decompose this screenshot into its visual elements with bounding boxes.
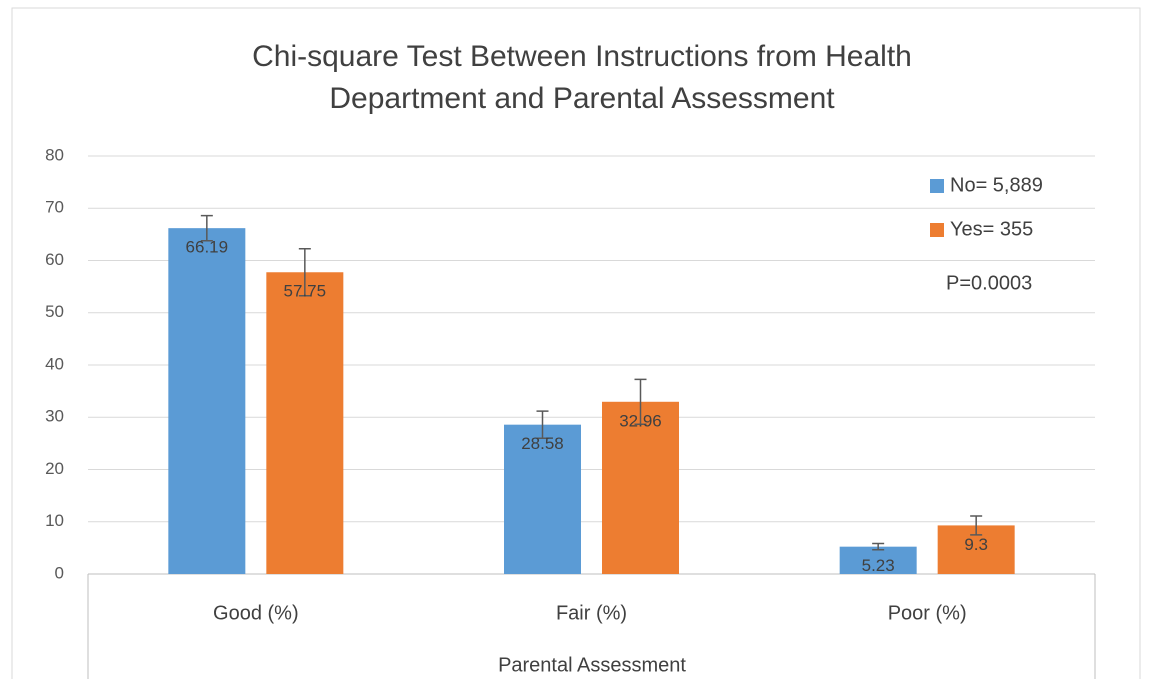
x-tick-label: Poor (%): [888, 602, 967, 624]
data-label: 57.75: [284, 282, 327, 301]
error-bar: [872, 542, 885, 551]
data-label: 5.23: [862, 556, 895, 575]
error-bar: [970, 515, 983, 536]
bar: [839, 546, 917, 574]
data-label: 32.96: [619, 411, 662, 430]
data-label: 28.58: [521, 434, 564, 453]
chart-title: Chi-square Test Between Instructions fro…: [252, 40, 912, 73]
data-label: 66.19: [186, 238, 229, 257]
x-tick-label: Fair (%): [556, 602, 627, 624]
x-axis-title: Parental Assessment: [498, 654, 686, 676]
data-label: 9.3: [964, 535, 988, 554]
legend-label: Yes= 355: [950, 218, 1033, 240]
y-tick-label: 20: [45, 459, 64, 478]
legend-label: No= 5,889: [950, 174, 1043, 196]
y-tick-label: 50: [45, 302, 64, 321]
bar: [504, 424, 581, 574]
y-tick-label: 60: [45, 250, 64, 269]
legend-swatch: [930, 223, 944, 237]
y-tick-label: 0: [55, 563, 64, 582]
legend-swatch: [930, 179, 944, 193]
bar: [602, 401, 679, 574]
annotation: P=0.0003: [946, 272, 1032, 294]
error-bar: [536, 410, 549, 440]
bar: [168, 228, 246, 574]
chart-title: Department and Parental Assessment: [329, 82, 835, 115]
y-tick-label: 10: [45, 511, 64, 530]
error-bar: [298, 247, 311, 297]
error-bar: [200, 214, 213, 242]
error-bar: [634, 378, 647, 426]
y-tick-label: 80: [45, 145, 64, 164]
y-tick-label: 70: [45, 198, 64, 217]
y-tick-label: 30: [45, 407, 64, 426]
x-tick-label: Good (%): [213, 602, 299, 624]
bar: [266, 272, 344, 574]
y-tick-label: 40: [45, 354, 64, 373]
